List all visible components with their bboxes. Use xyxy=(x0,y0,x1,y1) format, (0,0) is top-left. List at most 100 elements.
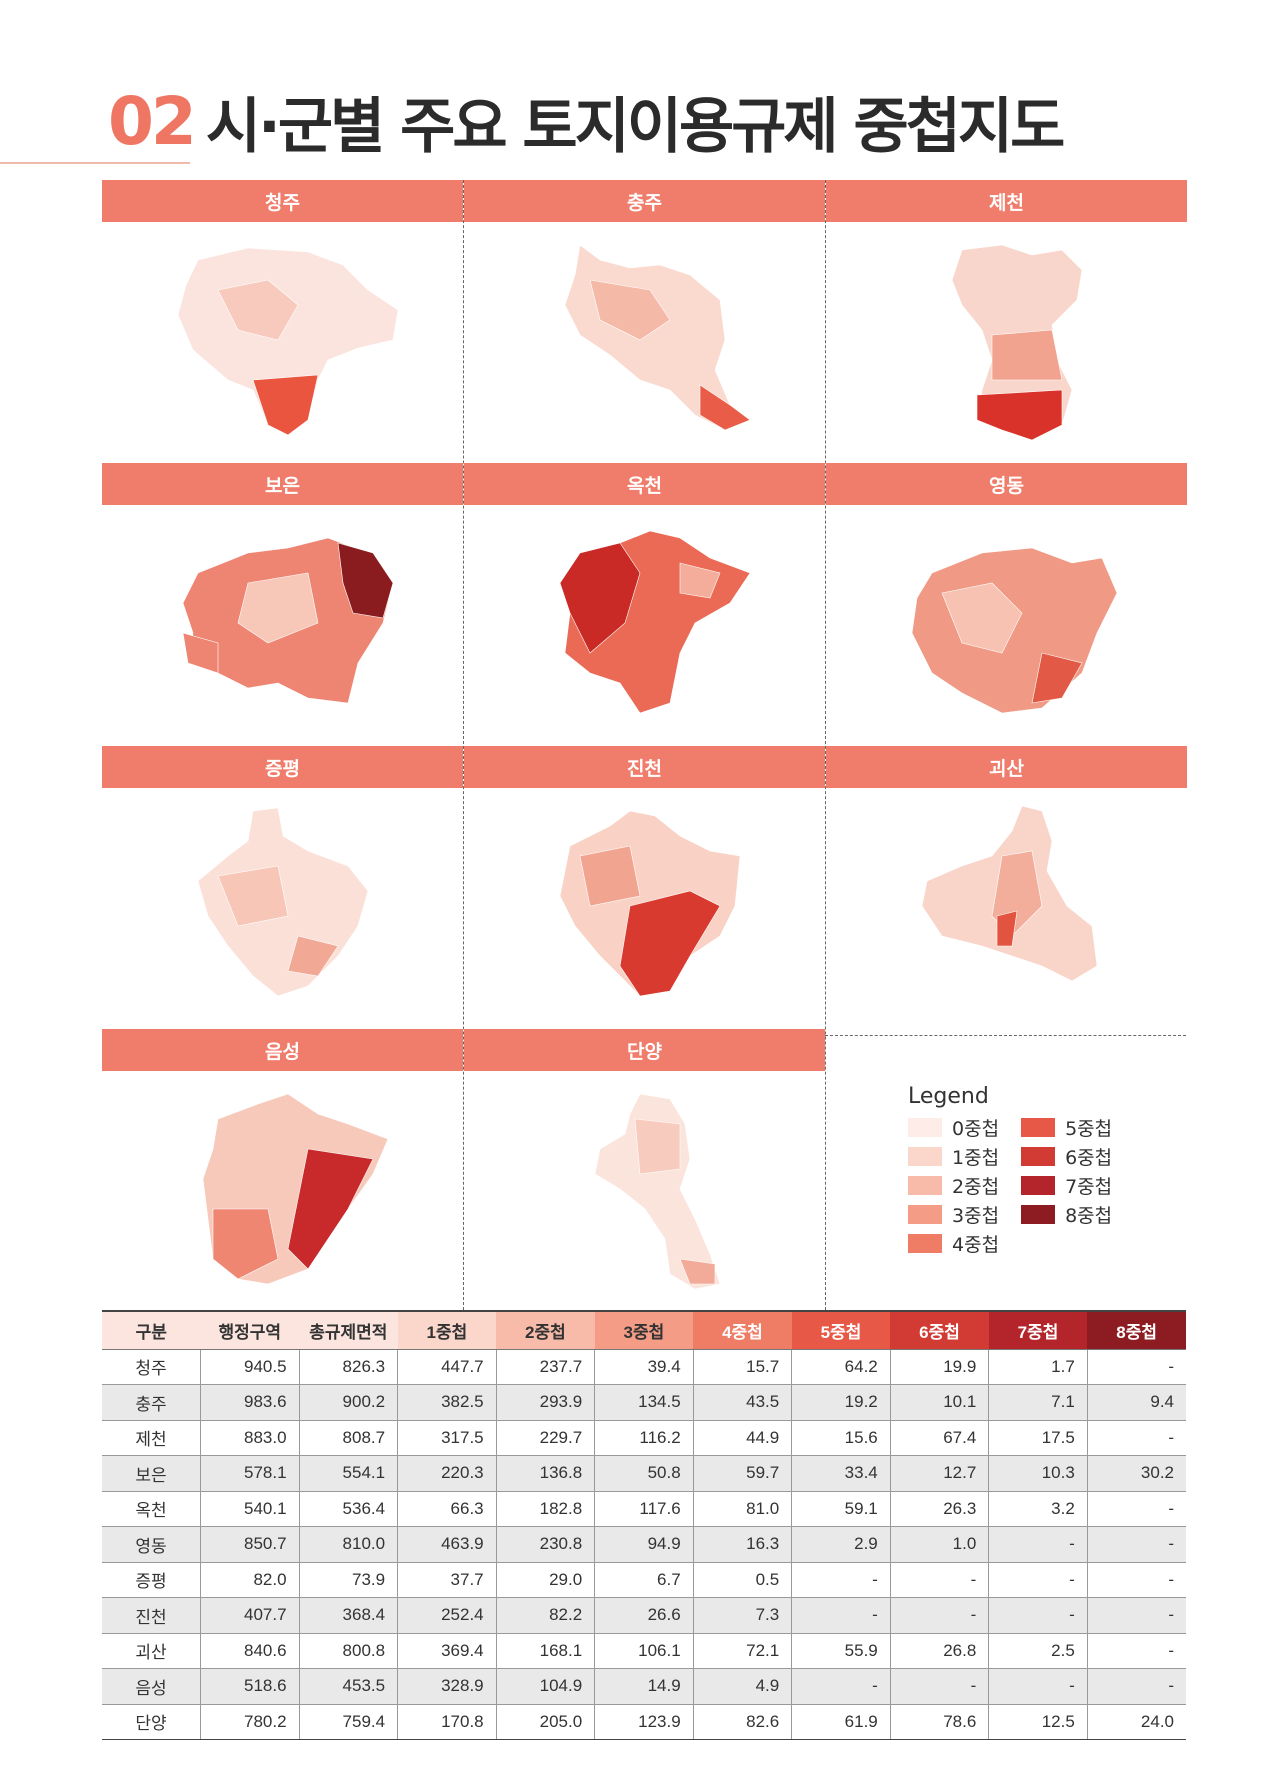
table-cell: 826.3 xyxy=(298,1349,398,1385)
table-cell: 26.8 xyxy=(889,1633,989,1669)
table-cell: 134.5 xyxy=(594,1384,694,1421)
region-map-danyang xyxy=(594,1093,720,1290)
table-cell: - xyxy=(889,1562,989,1598)
table-cell: 단양 xyxy=(102,1704,201,1740)
table-cell: 12.5 xyxy=(988,1704,1088,1740)
table-cell: 229.7 xyxy=(495,1420,595,1456)
table-cell: 19.9 xyxy=(889,1349,989,1385)
map-title: 증평 xyxy=(102,746,463,788)
table-header-cell: 7중첩 xyxy=(988,1310,1088,1350)
table-cell: - xyxy=(791,1562,891,1598)
table-cell: 117.6 xyxy=(594,1491,694,1527)
table-cell: - xyxy=(1086,1597,1186,1634)
table-cell: 옥천 xyxy=(102,1491,201,1527)
table-cell: 328.9 xyxy=(397,1668,497,1705)
table-cell: 괴산 xyxy=(102,1633,201,1669)
table-cell: - xyxy=(1086,1349,1186,1385)
legend-item: 4중첩 xyxy=(908,1233,999,1256)
table-cell: 30.2 xyxy=(1086,1455,1186,1492)
table-cell: 26.3 xyxy=(889,1491,989,1527)
map-title: 단양 xyxy=(464,1029,825,1071)
table-cell: 983.6 xyxy=(200,1384,300,1421)
table-cell: 170.8 xyxy=(397,1704,497,1740)
table-cell: 15.6 xyxy=(791,1420,891,1456)
table-cell: 73.9 xyxy=(298,1562,398,1598)
table-cell: - xyxy=(791,1668,891,1705)
table-cell: 33.4 xyxy=(791,1455,891,1492)
legend-item: 0중첩 xyxy=(908,1117,999,1140)
table-cell: 24.0 xyxy=(1086,1704,1186,1740)
map-title: 영동 xyxy=(826,463,1187,505)
table-cell: 9.4 xyxy=(1086,1384,1186,1421)
table-cell: 382.5 xyxy=(397,1384,497,1421)
table-cell: 영동 xyxy=(102,1526,201,1563)
table-cell: 182.8 xyxy=(495,1491,595,1527)
legend-item: 2중첩 xyxy=(908,1175,999,1198)
table-header-cell: 구분 xyxy=(102,1310,201,1350)
table-header-cell: 4중첩 xyxy=(693,1310,792,1350)
table-cell: 4.9 xyxy=(692,1668,792,1705)
region-map-okcheon xyxy=(559,530,750,714)
table-cell: 1.0 xyxy=(889,1526,989,1563)
table-cell: 6.7 xyxy=(594,1562,694,1598)
map-cell-goesan: 괴산 xyxy=(826,746,1187,1028)
legend-item: 7중첩 xyxy=(1021,1175,1112,1198)
table-cell: 800.8 xyxy=(298,1633,398,1669)
map-title: 음성 xyxy=(102,1029,463,1071)
map-title: 보은 xyxy=(102,463,463,505)
map-cell-yeongdong: 영동 xyxy=(826,463,1187,745)
table-cell: 447.7 xyxy=(397,1349,497,1385)
table-cell: 123.9 xyxy=(594,1704,694,1740)
regulation-area-table: 구분 행정구역 총규제면적 1중첩 2중첩 3중첩 4중첩 5중첩 6중첩 7중첩 8중첩 청주 94… xyxy=(102,1310,1186,1740)
region-map-jincheon xyxy=(559,810,740,997)
table-cell: - xyxy=(1086,1526,1186,1563)
table-header-row: 구분 행정구역 총규제면적 1중첩 2중첩 3중첩 4중첩 5중첩 6중첩 7중첩 8중첩 xyxy=(102,1310,1186,1350)
table-cell: 청주 xyxy=(102,1349,201,1385)
table-cell: 810.0 xyxy=(298,1526,398,1563)
table-cell: - xyxy=(889,1597,989,1634)
table-cell: - xyxy=(1086,1633,1186,1669)
table-cell: - xyxy=(988,1668,1088,1705)
table-cell: 67.4 xyxy=(889,1420,989,1456)
legend: Legend 0중첩 1중첩 2중첩 3중첩 4중첩 5중첩 6중첩 7중첩 8… xyxy=(908,1084,1148,1256)
table-cell: 0.5 xyxy=(692,1562,792,1598)
table-cell: 136.8 xyxy=(495,1455,595,1492)
table-cell: - xyxy=(1086,1562,1186,1598)
table-cell: 780.2 xyxy=(200,1704,300,1740)
table-cell: 840.6 xyxy=(200,1633,300,1669)
table-cell: 7.1 xyxy=(988,1384,1088,1421)
table-cell: 237.7 xyxy=(495,1349,595,1385)
table-cell: 518.6 xyxy=(200,1668,300,1705)
table-cell: 759.4 xyxy=(298,1704,398,1740)
table-cell: 59.1 xyxy=(791,1491,891,1527)
table-cell: 2.5 xyxy=(988,1633,1088,1669)
table-cell: - xyxy=(1086,1491,1186,1527)
table-cell: 106.1 xyxy=(594,1633,694,1669)
region-map-cheongju xyxy=(177,247,398,436)
table-cell: 900.2 xyxy=(298,1384,398,1421)
table-row: 영동 850.7 810.0 463.9 230.8 94.9 16.3 2.9 1.0- - xyxy=(102,1526,1186,1563)
legend-item: 8중첩 xyxy=(1021,1204,1112,1227)
table-cell: 82.2 xyxy=(495,1597,595,1634)
title-number: 02 xyxy=(108,82,197,160)
table-header-cell: 3중첩 xyxy=(594,1310,694,1350)
table-cell: 168.1 xyxy=(495,1633,595,1669)
region-map-jecheon xyxy=(951,244,1082,441)
table-row: 음성 518.6 453.5 328.9 104.9 14.9 4.9- - - - xyxy=(102,1668,1186,1705)
table-row: 충주 983.6 900.2 382.5 293.9 134.5 43.5 19.2 10.1 7… xyxy=(102,1384,1186,1421)
legend-item: 3중첩 xyxy=(908,1204,999,1227)
table-cell: 12.7 xyxy=(889,1455,989,1492)
table-cell: 540.1 xyxy=(200,1491,300,1527)
table-row: 괴산 840.6 800.8 369.4 168.1 106.1 72.1 55.9 26.8 2… xyxy=(102,1633,1186,1669)
table-cell: 369.4 xyxy=(397,1633,497,1669)
table-cell: 14.9 xyxy=(594,1668,694,1705)
table-cell: 26.6 xyxy=(594,1597,694,1634)
table-cell: 10.3 xyxy=(988,1455,1088,1492)
table-cell: 554.1 xyxy=(298,1455,398,1492)
table-cell: 850.7 xyxy=(200,1526,300,1563)
table-cell: 55.9 xyxy=(791,1633,891,1669)
table-cell: 808.7 xyxy=(298,1420,398,1456)
table-row: 진천 407.7 368.4 252.4 82.2 26.6 7.3- - - - xyxy=(102,1597,1186,1634)
table-cell: 104.9 xyxy=(495,1668,595,1705)
table-cell: 59.7 xyxy=(692,1455,792,1492)
